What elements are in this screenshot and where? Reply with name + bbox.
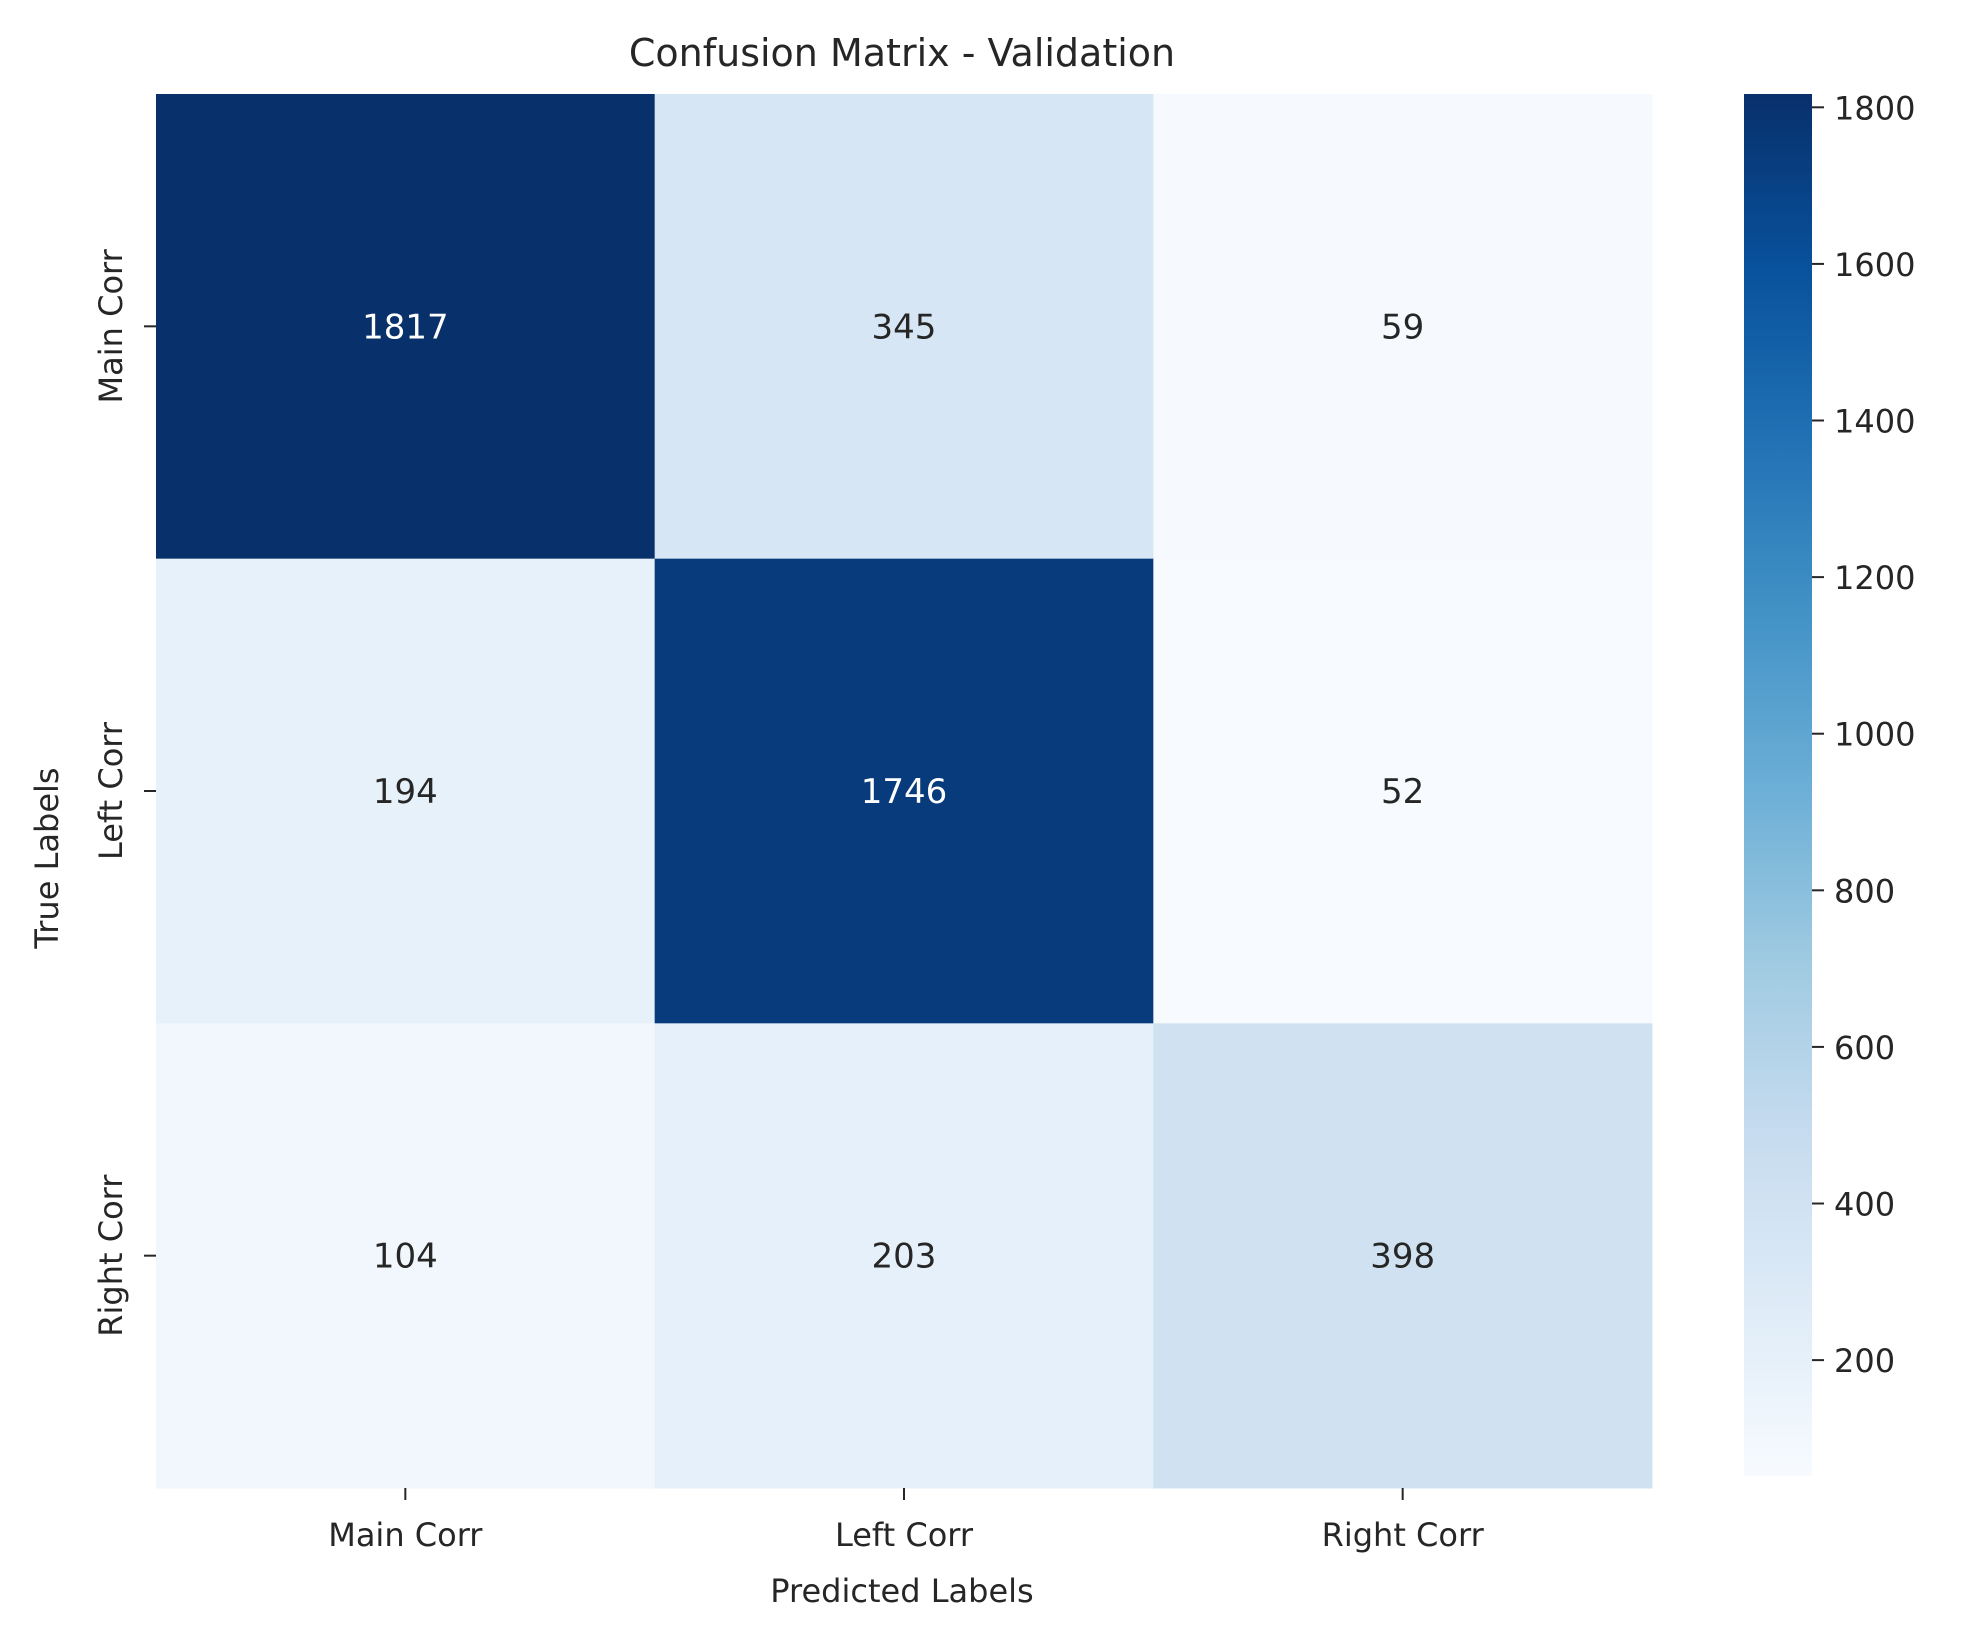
heatmap-cell — [156, 94, 656, 560]
y-axis-label: True Labels — [28, 767, 66, 949]
cell-value-label: 398 — [1370, 1237, 1435, 1277]
heatmap-cell-labels: 1817 345 59 194 1746 52 104 203 398 — [362, 307, 1435, 1276]
colorbar-tick-label: 400 — [1834, 1186, 1895, 1224]
y-tick-label: Right Corr — [92, 1174, 130, 1337]
heatmap-cells — [156, 94, 1653, 1489]
cell-value-label: 203 — [872, 1237, 937, 1277]
heatmap-cell — [1153, 94, 1653, 560]
cell-value-label: 59 — [1381, 307, 1424, 347]
colorbar-tick-label: 1800 — [1834, 89, 1915, 127]
cell-value-label: 52 — [1381, 772, 1424, 812]
x-axis-label: Predicted Labels — [770, 1572, 1033, 1610]
y-axis-ticks: Main Corr Left Corr Right Corr — [92, 248, 156, 1337]
heatmap-cell — [654, 94, 1154, 560]
colorbar-tick-label: 1600 — [1834, 246, 1915, 284]
heatmap-cell — [156, 1023, 656, 1489]
x-tick-label: Main Corr — [328, 1516, 483, 1554]
x-axis-ticks: Main Corr Left Corr Right Corr — [328, 1488, 1485, 1554]
cell-value-label: 345 — [872, 307, 937, 347]
cell-value-label: 194 — [373, 772, 438, 812]
heatmap-cell — [654, 558, 1154, 1024]
heatmap-cell — [654, 1023, 1154, 1489]
heatmap-cell — [1153, 1023, 1653, 1489]
colorbar-tick-label: 1400 — [1834, 403, 1915, 441]
colorbar-tick-label: 800 — [1834, 872, 1895, 910]
cell-value-label: 1817 — [362, 307, 449, 347]
cell-value-label: 104 — [373, 1237, 438, 1277]
heatmap-cell — [156, 558, 656, 1024]
colorbar-tick-label: 1200 — [1834, 559, 1915, 597]
colorbar-ticks: 200 400 600 800 1000 1200 1400 1600 1800 — [1812, 89, 1915, 1380]
chart-title: Confusion Matrix - Validation — [629, 31, 1175, 75]
x-tick-label: Right Corr — [1322, 1516, 1485, 1554]
y-tick-label: Left Corr — [92, 721, 130, 860]
heatmap-cell — [1153, 558, 1653, 1024]
colorbar-tick-label: 200 — [1834, 1342, 1895, 1380]
cell-value-label: 1746 — [861, 772, 948, 812]
colorbar — [1744, 94, 1812, 1476]
colorbar-tick-label: 600 — [1834, 1029, 1895, 1067]
y-tick-label: Main Corr — [92, 248, 130, 403]
x-tick-label: Left Corr — [835, 1516, 974, 1554]
colorbar-tick-label: 1000 — [1834, 716, 1915, 754]
